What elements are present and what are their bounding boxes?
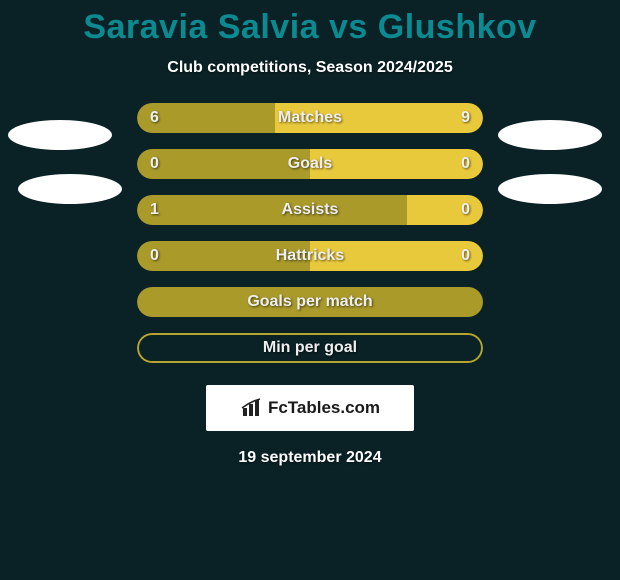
stat-bar-right: [407, 195, 483, 225]
stat-value-right: 0: [461, 149, 470, 179]
stat-bar-track: [137, 241, 483, 271]
stat-row: Goals per match: [0, 287, 620, 333]
stat-row: Min per goal: [0, 333, 620, 379]
stat-row: Assists10: [0, 195, 620, 241]
stat-row: Goals00: [0, 149, 620, 195]
stat-value-right: 0: [461, 241, 470, 271]
page-title: Saravia Salvia vs Glushkov: [0, 0, 620, 47]
stat-bar-left: [137, 241, 310, 271]
stat-bar-right: [310, 149, 483, 179]
stat-value-right: 9: [461, 103, 470, 133]
bar-chart-icon: [240, 398, 264, 418]
stat-value-left: 0: [150, 241, 159, 271]
stat-bar-track: [137, 195, 483, 225]
stat-bar-left: [137, 195, 407, 225]
stat-bar-track: [137, 149, 483, 179]
stat-value-left: 0: [150, 149, 159, 179]
subtitle: Club competitions, Season 2024/2025: [0, 59, 620, 77]
stat-bar-track: [137, 103, 483, 133]
stat-value-left: 1: [150, 195, 159, 225]
stat-row: Hattricks00: [0, 241, 620, 287]
stat-bar-left: [137, 287, 483, 317]
stat-value-left: 6: [150, 103, 159, 133]
stat-row: Matches69: [0, 103, 620, 149]
stat-bar-right: [310, 241, 483, 271]
stat-bar-track: [137, 333, 483, 363]
logo-text: FcTables.com: [268, 398, 380, 418]
stat-value-right: 0: [461, 195, 470, 225]
stat-bar-outline: [137, 333, 483, 363]
stats-comparison: Matches69Goals00Assists10Hattricks00Goal…: [0, 103, 620, 379]
stat-bar-left: [137, 149, 310, 179]
date: 19 september 2024: [0, 449, 620, 467]
stat-bar-right: [275, 103, 483, 133]
stat-bar-track: [137, 287, 483, 317]
fctables-logo: FcTables.com: [206, 385, 414, 431]
